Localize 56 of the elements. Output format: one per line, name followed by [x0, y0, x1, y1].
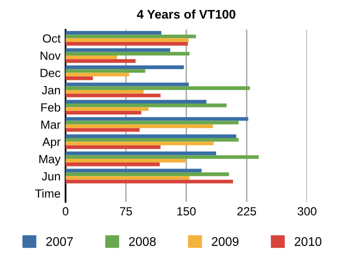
x-tick-label: 300 [298, 207, 316, 216]
bar [66, 72, 130, 76]
bar [66, 134, 236, 138]
y-tick-label: May [39, 155, 61, 166]
bar [66, 52, 190, 56]
bar [66, 76, 93, 80]
bar [66, 90, 144, 94]
bar [66, 176, 190, 180]
bar [66, 104, 227, 108]
chart-title: 4 Years of VT100 [136, 10, 236, 19]
x-tick-label: 0 [62, 207, 68, 216]
bar [66, 59, 136, 63]
bar [66, 128, 140, 132]
bar [66, 100, 206, 104]
bar [66, 152, 216, 156]
bar [66, 94, 161, 98]
y-tick-label: Jun [42, 172, 60, 180]
y-tick-label: Jan [42, 86, 60, 94]
bar [66, 38, 189, 42]
bar [66, 145, 161, 149]
bar [66, 158, 186, 163]
bar [66, 82, 189, 86]
bar [66, 42, 188, 46]
bar [66, 56, 118, 60]
bar [66, 120, 239, 124]
legend-label: 2008 [129, 237, 156, 246]
bar [66, 142, 214, 146]
bar [66, 162, 160, 166]
x-tick-label: 225 [237, 207, 256, 216]
bar [66, 155, 259, 159]
legend-label: 2010 [294, 237, 322, 246]
legend-label: 2007 [46, 237, 73, 246]
x-tick-label: 150 [177, 207, 196, 216]
bar [66, 168, 202, 172]
bar [66, 86, 250, 90]
bar [66, 65, 184, 70]
y-tick-label: Dec [40, 68, 60, 78]
bar [66, 138, 239, 142]
bar [66, 110, 142, 115]
bar [66, 124, 213, 128]
y-tick-label: Nov [40, 52, 61, 60]
bar [66, 30, 162, 35]
y-tick-label: Feb [41, 102, 60, 112]
x-tick-label: 75 [120, 207, 132, 216]
bar [66, 69, 146, 73]
y-tick-label: Oct [42, 34, 61, 43]
bar [66, 180, 233, 184]
legend-label: 2009 [212, 237, 238, 246]
y-tick-label: Mar [41, 120, 60, 129]
bar [66, 107, 148, 111]
bar [66, 34, 196, 38]
y-tick-label: Time [35, 189, 60, 198]
bar [66, 117, 248, 121]
bar [66, 48, 170, 52]
bar [66, 172, 229, 176]
y-tick-label: Apr [42, 138, 60, 148]
